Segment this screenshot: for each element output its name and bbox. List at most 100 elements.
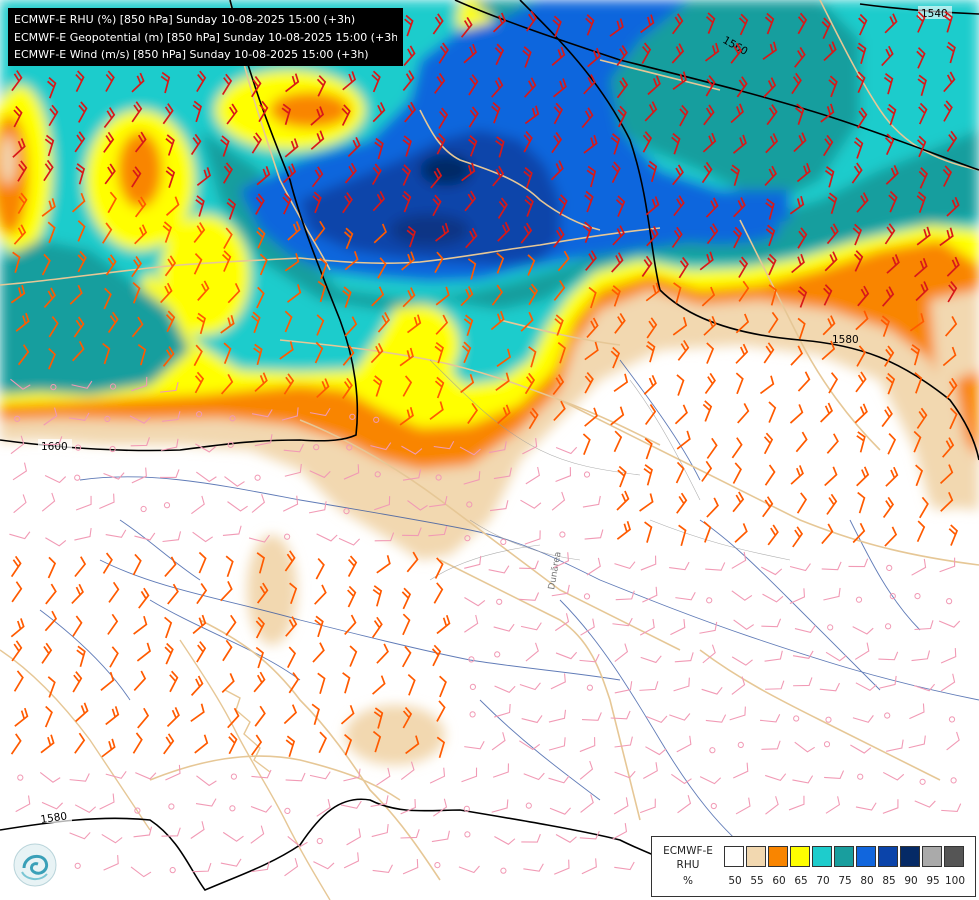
wind-barb (404, 14, 414, 37)
wind-barb (250, 805, 273, 813)
wind-barb (430, 167, 443, 189)
wind-barb (559, 531, 566, 538)
wind-barbs (9, 10, 962, 878)
wind-barb (131, 72, 145, 93)
wind-barb (824, 251, 838, 272)
wind-barb (827, 192, 838, 214)
wind-barb (227, 283, 241, 304)
wind-barb (347, 555, 358, 577)
wind-barb (940, 648, 957, 664)
wind-barb (639, 618, 655, 636)
wind-barb (791, 72, 802, 95)
wind-barb (826, 223, 839, 245)
wind-barb (701, 286, 716, 307)
wind-barb (372, 730, 382, 753)
wind-barb (221, 73, 233, 96)
wind-barb (44, 475, 67, 484)
wind-barb (100, 671, 115, 692)
wind-barb (220, 373, 234, 395)
wind-barb (190, 675, 204, 696)
wind-barb (611, 285, 621, 307)
wind-barb (17, 344, 30, 366)
wind-barb (702, 132, 717, 153)
wind-barb (402, 613, 411, 636)
wind-barb (374, 471, 381, 478)
wind-barb (343, 768, 361, 782)
legend-swatch (790, 846, 810, 867)
wind-barb (583, 471, 591, 478)
wind-barb (193, 222, 206, 243)
wind-barb (377, 257, 387, 279)
wind-barb (759, 375, 775, 395)
wind-barb (254, 372, 268, 393)
wind-barb (74, 862, 81, 869)
wind-barb (555, 834, 577, 843)
wind-barb (738, 256, 749, 278)
wind-barb (761, 740, 781, 750)
wind-barb (884, 623, 892, 630)
wind-barb (15, 312, 30, 332)
wind-barb (281, 103, 292, 126)
wind-barb (438, 107, 449, 129)
wind-barb (226, 103, 238, 125)
wind-barb (671, 132, 681, 155)
wind-barb (131, 166, 142, 188)
wind-barb (256, 582, 269, 604)
wind-barb (254, 434, 273, 447)
wind-barb (349, 413, 356, 420)
wind-barb (520, 222, 533, 244)
wind-barb (137, 707, 150, 729)
wind-barb (730, 164, 740, 186)
wind-barb (763, 432, 774, 455)
wind-barb (616, 520, 632, 540)
wind-barb (342, 377, 353, 399)
wind-barb (677, 794, 692, 814)
wind-barb (371, 163, 382, 185)
wind-barb (50, 384, 57, 391)
wind-barb (732, 226, 743, 249)
wind-barb (317, 672, 326, 695)
legend-swatch (768, 846, 788, 867)
wind-barb (914, 592, 921, 600)
wind-barb (134, 131, 147, 153)
wind-barb (13, 105, 23, 128)
wind-barb (889, 592, 896, 600)
contour-1560b (519, 0, 979, 461)
wind-barb (136, 642, 151, 662)
wind-barb (614, 770, 636, 779)
wind-barb (765, 796, 779, 815)
contour-1580 (0, 798, 721, 891)
wind-barb (520, 311, 534, 332)
wind-barb (464, 535, 471, 542)
wind-barb (227, 441, 234, 448)
wind-barb (644, 437, 653, 460)
wind-barb (584, 341, 599, 361)
wind-barb (913, 683, 936, 692)
wind-barb (193, 344, 203, 367)
wind-barb (763, 77, 777, 98)
wind-barb (549, 807, 571, 815)
wind-barb (69, 832, 91, 840)
wind-barb (644, 521, 653, 543)
wind-barb (855, 802, 877, 811)
wind-barb (287, 221, 301, 241)
wind-barb (407, 500, 428, 511)
wind-barb (196, 312, 206, 335)
wind-barb (586, 557, 601, 576)
wind-barb (492, 763, 510, 778)
wind-barb (946, 256, 960, 277)
wind-barb (108, 581, 120, 603)
wind-barb (10, 435, 25, 455)
wind-barb (586, 684, 594, 691)
wind-barb (223, 162, 233, 184)
wind-barb (103, 472, 125, 480)
wind-barb (285, 735, 296, 757)
wind-barb (853, 250, 864, 272)
wind-barb (101, 833, 123, 844)
wind-barb (464, 555, 482, 569)
wind-barb (254, 474, 261, 481)
wind-barb (584, 407, 598, 427)
wind-barb (10, 555, 22, 578)
wind-barb (731, 656, 753, 666)
wind-barb (737, 741, 744, 749)
